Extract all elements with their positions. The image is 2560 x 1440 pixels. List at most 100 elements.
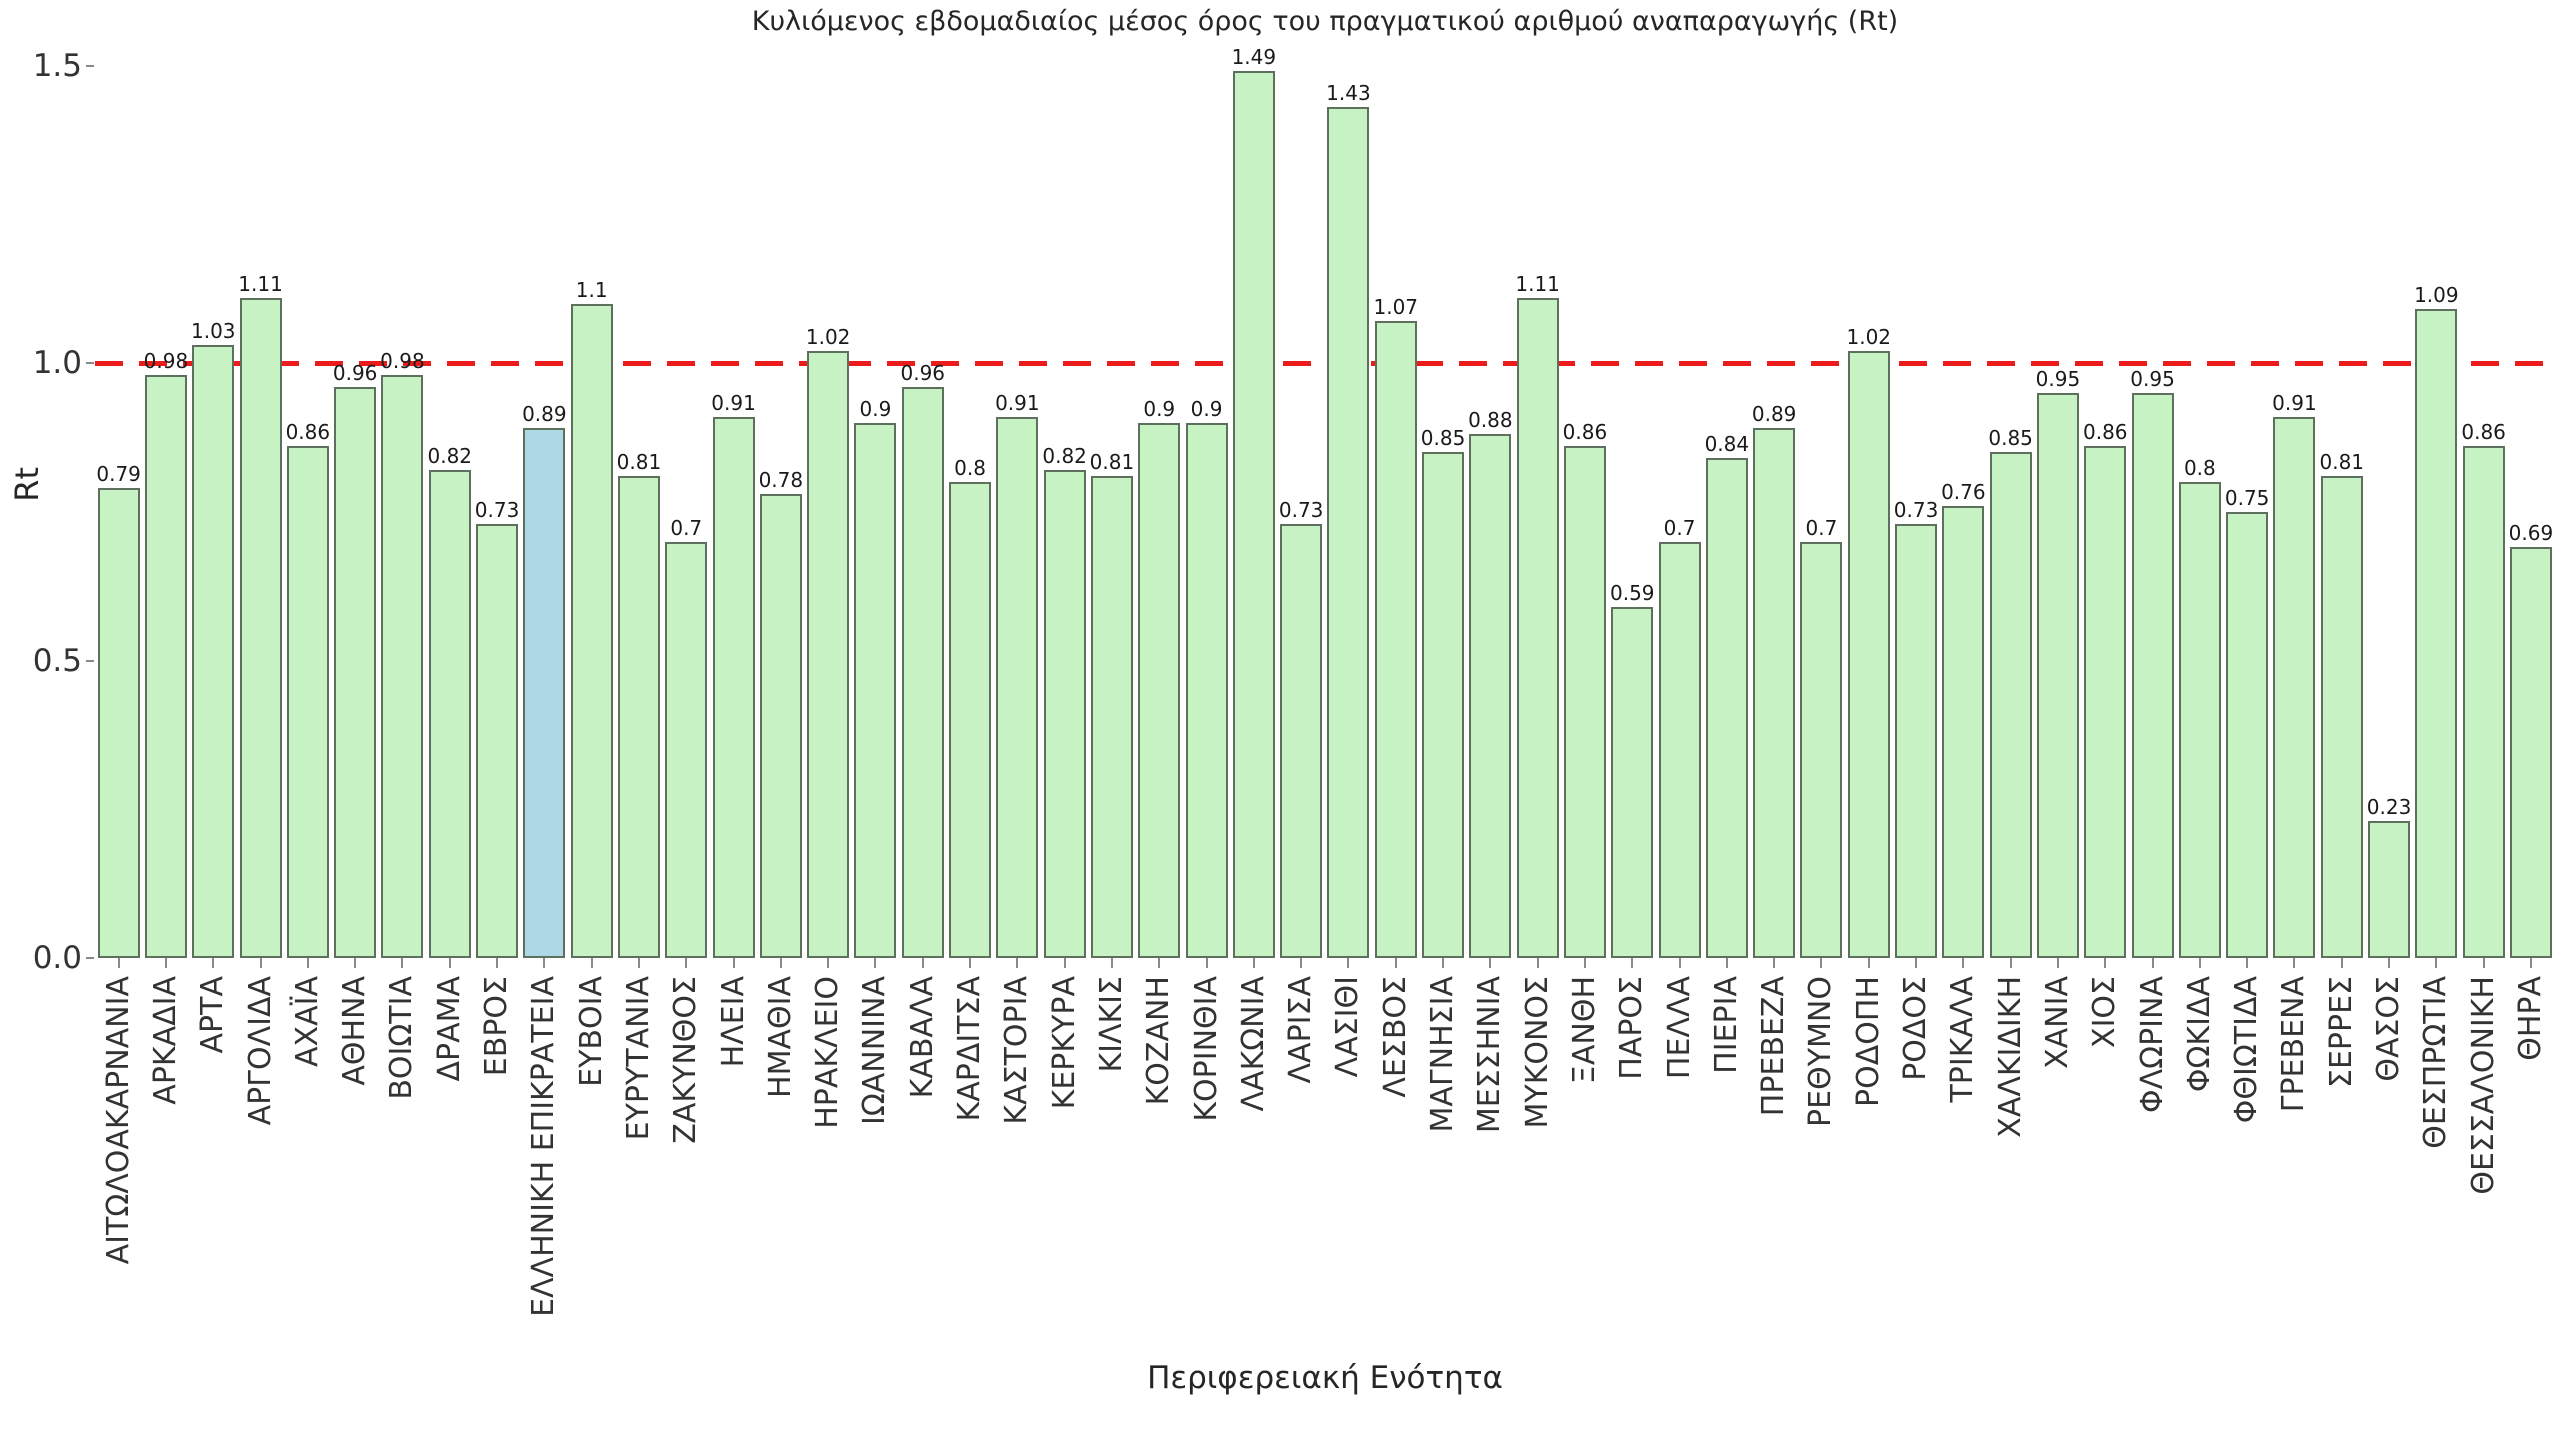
x-tick-mark — [1110, 958, 1113, 968]
x-tick-label: ΑΡΓΟΛΙΔΑ — [242, 976, 278, 1126]
bar-value-label: 0.86 — [2082, 420, 2128, 445]
x-tick-mark — [2056, 958, 2059, 968]
bar — [2462, 446, 2505, 958]
x-tick-label: ΑΡΤΑ — [195, 976, 231, 1054]
x-tick-mark — [1867, 958, 1870, 968]
x-tick-mark — [2151, 958, 2154, 968]
x-tick-label: ΚΟΖΑΝΗ — [1141, 976, 1177, 1106]
x-tick-label: ΑΙΤΩΛΟΑΚΑΡΝΑΝΙΑ — [100, 976, 136, 1265]
bar — [1327, 107, 1370, 958]
bar-value-label: 0.59 — [1609, 580, 1655, 605]
bar — [1280, 523, 1323, 958]
x-tick-mark — [1725, 958, 1728, 968]
x-tick-label: ΧΑΝΙΑ — [2039, 976, 2075, 1069]
bar-value-label: 0.96 — [332, 360, 378, 385]
bar — [1090, 476, 1133, 958]
bar — [2273, 416, 2316, 958]
x-axis-title: Περιφερειακή Ενότητα — [1147, 1360, 1503, 1396]
bar — [97, 487, 140, 958]
bar — [1847, 351, 1890, 958]
x-tick-mark — [1962, 958, 1965, 968]
x-tick-mark — [2388, 958, 2391, 968]
bar-value-label: 0.73 — [1278, 497, 1324, 522]
bar — [2084, 446, 2127, 958]
x-tick-mark — [1773, 958, 1776, 968]
x-tick-label: ΡΟΔΟΠΗ — [1850, 976, 1886, 1107]
x-tick-mark — [969, 958, 972, 968]
x-tick-label: ΙΩΑΝΝΙΝΑ — [857, 976, 893, 1125]
bar — [1043, 470, 1086, 958]
bar — [1563, 446, 1606, 958]
x-tick-label: ΡΟΔΟΣ — [1898, 976, 1934, 1081]
x-tick-label: ΠΑΡΟΣ — [1614, 976, 1650, 1080]
bar-value-label: 0.9 — [1190, 396, 1223, 421]
reference-line-rt-1 — [95, 360, 2555, 366]
bar-value-label: 0.81 — [1089, 450, 1135, 475]
x-tick-mark — [117, 958, 120, 968]
bar — [2226, 511, 2269, 958]
bar-value-label: 0.84 — [1704, 432, 1750, 457]
x-tick-label: ΘΕΣΠΡΩΤΙΑ — [2418, 976, 2454, 1149]
bar-value-label: 0.89 — [522, 402, 567, 427]
bar — [712, 416, 755, 958]
bar — [901, 386, 944, 958]
bar-value-label: 0.75 — [2224, 485, 2270, 510]
bar — [665, 541, 708, 958]
bar-value-label: 0.9 — [859, 396, 892, 421]
bar-value-label: 0.9 — [1143, 396, 1176, 421]
bar-value-label: 0.73 — [474, 497, 520, 522]
x-tick-label: ΦΘΙΩΤΙΔΑ — [2229, 976, 2265, 1124]
bar — [428, 470, 471, 958]
x-tick-label: ΠΡΕΒΕΖΑ — [1756, 976, 1792, 1117]
bar-value-label: 0.78 — [758, 467, 804, 492]
bar-value-label: 1.02 — [805, 325, 851, 350]
x-tick-label: ΘΑΣΟΣ — [2371, 976, 2407, 1082]
x-tick-label: ΑΡΚΑΔΙΑ — [147, 976, 183, 1105]
bar — [144, 374, 187, 958]
bar-value-label: 0.7 — [670, 515, 703, 540]
x-tick-label: ΚΕΡΚΥΡΑ — [1046, 976, 1082, 1110]
bar — [334, 386, 377, 958]
bar — [192, 345, 235, 958]
x-tick-mark — [2246, 958, 2249, 968]
x-tick-label: ΚΑΣΤΟΡΙΑ — [999, 976, 1035, 1125]
x-tick-mark — [1820, 958, 1823, 968]
bar — [1989, 452, 2032, 958]
x-tick-label: ΞΑΝΘΗ — [1566, 976, 1602, 1085]
x-tick-mark — [637, 958, 640, 968]
bar-value-label: 0.85 — [1988, 426, 2033, 451]
x-tick-label: ΖΑΚΥΝΘΟΣ — [668, 976, 704, 1144]
bar — [570, 303, 613, 958]
bar — [1138, 422, 1181, 958]
chart-title: Κυλιόμενος εβδομαδιαίος μέσος όρος του π… — [751, 6, 1899, 37]
x-tick-mark — [1300, 958, 1303, 968]
x-tick-label: ΚΑΡΔΙΤΣΑ — [952, 976, 988, 1122]
y-tick-label: 0.5 — [32, 642, 82, 679]
x-tick-mark — [306, 958, 309, 968]
x-tick-label: ΧΙΟΣ — [2087, 976, 2123, 1048]
x-tick-mark — [164, 958, 167, 968]
x-tick-label: ΜΑΓΝΗΣΙΑ — [1425, 976, 1461, 1133]
x-tick-mark — [732, 958, 735, 968]
x-tick-label: ΕΥΒΟΙΑ — [573, 976, 609, 1087]
bar-value-label: 0.91 — [2272, 390, 2317, 415]
bar — [2509, 547, 2552, 958]
bar — [2320, 476, 2363, 958]
x-tick-label: ΣΕΡΡΕΣ — [2323, 976, 2359, 1089]
x-tick-label: ΓΡΕΒΕΝΑ — [2276, 976, 2312, 1113]
x-tick-mark — [1158, 958, 1161, 968]
x-tick-mark — [2009, 958, 2012, 968]
bar-value-label: 1.07 — [1373, 295, 1419, 320]
bar-value-label: 0.7 — [1805, 515, 1838, 540]
bar-value-label: 0.69 — [2508, 521, 2554, 546]
x-tick-label: ΛΑΚΩΝΙΑ — [1235, 976, 1271, 1112]
x-tick-mark — [827, 958, 830, 968]
bar-value-label: 0.82 — [1042, 444, 1087, 469]
x-tick-label: ΤΡΙΚΑΛΑ — [1945, 976, 1981, 1103]
x-tick-label: ΕΥΡΥΤΑΝΙΑ — [620, 976, 656, 1141]
bar-value-label: 0.86 — [285, 420, 331, 445]
bar — [807, 351, 850, 958]
x-tick-label: ΗΜΑΘΙΑ — [762, 976, 798, 1098]
x-tick-mark — [590, 958, 593, 968]
